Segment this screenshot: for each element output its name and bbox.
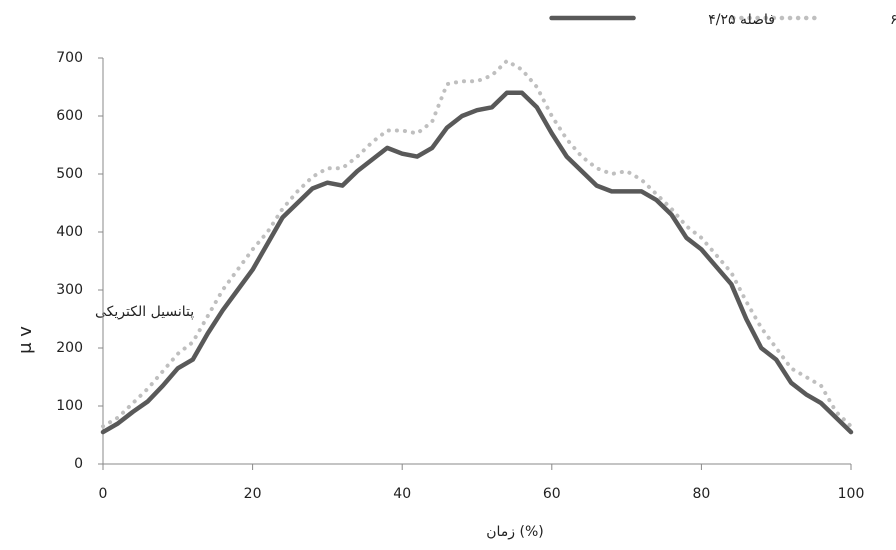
x-tick-label: 100 — [838, 486, 865, 502]
y-tick-label: 100 — [56, 398, 83, 414]
line-series — [101, 58, 853, 429]
legend-label: فاصله ۴/۲۵ — [708, 12, 775, 28]
x-tick-label: 20 — [244, 486, 262, 502]
line-series — [100, 90, 854, 435]
y-tick-label: 500 — [56, 166, 83, 182]
x-axis-label: زمان (%) — [486, 524, 544, 540]
x-tick-label: 60 — [543, 486, 561, 502]
y-tick-label: 600 — [56, 108, 83, 124]
legend-label: فاصله ۶/۲۵ — [890, 12, 896, 28]
y-tick-label: 400 — [56, 224, 83, 240]
x-tick-label: 80 — [692, 486, 710, 502]
y-tick-label: 700 — [56, 50, 83, 66]
x-tick-label: 0 — [99, 486, 108, 502]
y-axis-label: پتانسیل الکتریکی — [95, 304, 194, 320]
x-tick-label: 40 — [393, 486, 411, 502]
y-axis-unit: μ v — [15, 326, 36, 354]
y-tick-label: 200 — [56, 340, 83, 356]
y-tick-label: 0 — [74, 456, 83, 472]
y-tick-label: 300 — [56, 282, 83, 298]
